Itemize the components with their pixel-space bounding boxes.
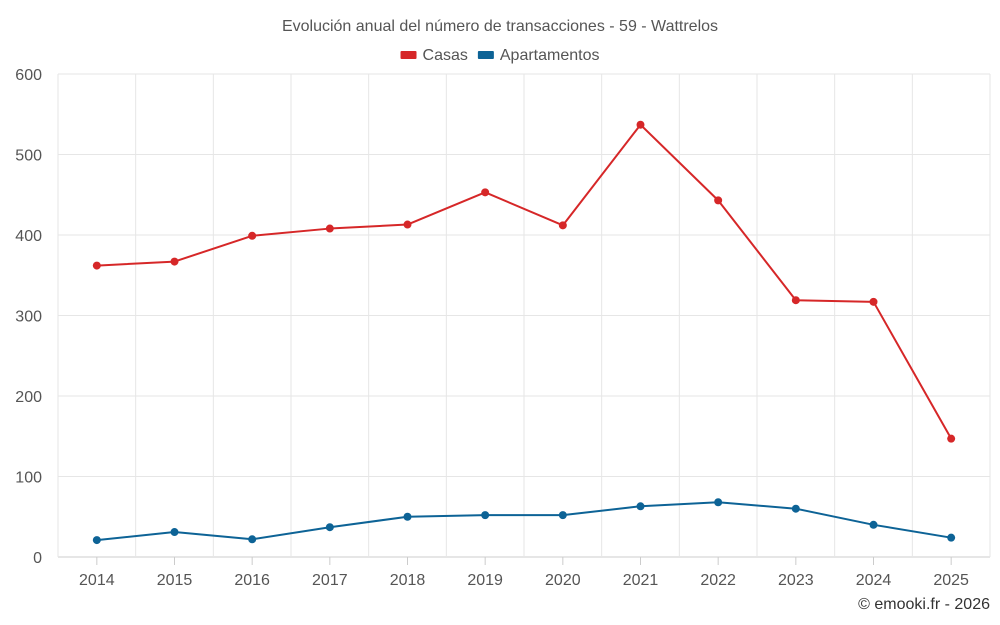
y-tick-label: 500 bbox=[15, 148, 42, 165]
legend-label: Casas bbox=[423, 47, 468, 64]
y-tick-label: 100 bbox=[15, 470, 42, 487]
legend-item-apartamentos[interactable]: Apartamentos bbox=[477, 47, 600, 64]
data-point-apartamentos[interactable] bbox=[869, 520, 878, 529]
data-point-casas[interactable] bbox=[481, 188, 490, 197]
data-point-casas[interactable] bbox=[714, 196, 723, 205]
data-point-apartamentos[interactable] bbox=[403, 512, 412, 521]
data-point-casas[interactable] bbox=[403, 220, 412, 229]
x-axis-ticks: 2014 2015 2016 2017 2018 2019 2020 2021 2022 2023… bbox=[79, 557, 969, 589]
series-casas bbox=[92, 120, 956, 443]
data-point-casas[interactable] bbox=[636, 120, 645, 129]
legend-swatch bbox=[400, 51, 417, 59]
x-tick-label: 2021 bbox=[623, 572, 659, 589]
x-tick-label: 2025 bbox=[933, 572, 969, 589]
x-tick-label: 2024 bbox=[856, 572, 892, 589]
credit-text: © emooki.fr - 2026 bbox=[858, 596, 990, 613]
y-axis-ticks: 0 100 200 300 400 500 600 bbox=[15, 67, 42, 567]
x-tick-label: 2016 bbox=[234, 572, 270, 589]
x-tick-label: 2015 bbox=[157, 572, 193, 589]
y-tick-label: 0 bbox=[33, 550, 42, 567]
chart-title: Evolución anual del número de transaccio… bbox=[282, 18, 718, 35]
data-point-apartamentos[interactable] bbox=[714, 498, 723, 507]
y-tick-label: 600 bbox=[15, 67, 42, 84]
data-point-apartamentos[interactable] bbox=[636, 502, 645, 511]
legend-label: Apartamentos bbox=[500, 47, 600, 64]
legend-swatch bbox=[477, 51, 494, 59]
x-tick-label: 2020 bbox=[545, 572, 581, 589]
data-point-apartamentos[interactable] bbox=[558, 511, 567, 520]
y-tick-label: 300 bbox=[15, 309, 42, 326]
data-point-apartamentos[interactable] bbox=[170, 528, 179, 537]
data-point-casas[interactable] bbox=[248, 231, 257, 240]
data-point-casas[interactable] bbox=[558, 221, 567, 230]
x-gridlines bbox=[57, 74, 991, 557]
data-point-apartamentos[interactable] bbox=[791, 504, 800, 513]
data-point-apartamentos[interactable] bbox=[947, 533, 956, 542]
data-point-casas[interactable] bbox=[947, 434, 956, 443]
x-tick-label: 2023 bbox=[778, 572, 814, 589]
legend: Casas Apartamentos bbox=[400, 47, 600, 64]
x-tick-label: 2022 bbox=[700, 572, 736, 589]
series-line-apartamentos bbox=[96, 501, 952, 542]
data-point-apartamentos[interactable] bbox=[325, 523, 334, 532]
x-tick-label: 2017 bbox=[312, 572, 348, 589]
series-line-casas bbox=[96, 123, 953, 440]
data-point-casas[interactable] bbox=[869, 297, 878, 306]
data-point-casas[interactable] bbox=[92, 261, 101, 270]
x-tick-label: 2014 bbox=[79, 572, 115, 589]
series-group bbox=[92, 120, 956, 545]
legend-item-casas[interactable]: Casas bbox=[400, 47, 468, 64]
x-tick-label: 2019 bbox=[467, 572, 503, 589]
data-point-casas[interactable] bbox=[170, 257, 179, 266]
data-point-apartamentos[interactable] bbox=[92, 536, 101, 545]
data-point-apartamentos[interactable] bbox=[248, 535, 257, 544]
x-tick-label: 2018 bbox=[390, 572, 426, 589]
y-tick-label: 200 bbox=[15, 389, 42, 406]
data-point-apartamentos[interactable] bbox=[481, 511, 490, 520]
y-tick-label: 400 bbox=[15, 228, 42, 245]
series-apartamentos bbox=[92, 498, 956, 545]
data-point-casas[interactable] bbox=[791, 296, 800, 305]
data-point-casas[interactable] bbox=[325, 224, 334, 233]
